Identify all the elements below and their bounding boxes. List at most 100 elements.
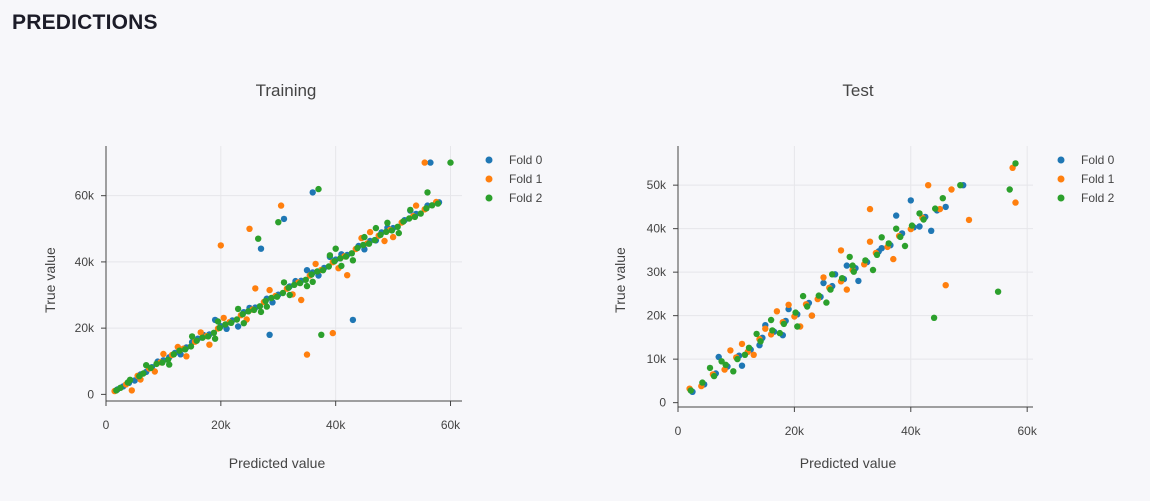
data-point-fold-2 [377,231,384,238]
x-tick-label: 40k [901,424,921,438]
data-point-fold-2 [885,240,892,247]
data-point-fold-2 [388,227,396,234]
data-point-fold-1 [128,387,135,394]
legend-item[interactable]: Fold 1 [1057,172,1115,186]
data-point-fold-0 [916,223,923,230]
data-point-fold-2 [286,291,293,299]
data-point-fold-2 [901,242,909,250]
data-point-fold-0 [820,279,827,287]
points-layer [111,159,454,395]
data-point-fold-2 [932,205,939,212]
data-point-fold-1 [785,301,792,308]
data-point-fold-2 [303,282,311,290]
data-point-fold-1 [890,255,897,263]
data-point-fold-2 [699,379,706,386]
training-chart: Training 0 20k 40k 60k 0 20k 40k 60k Predicted … [42,81,543,471]
x-tick-label: 60k [1018,424,1038,438]
ticks-layer: 0 20k 40k 60k 0 20k 40k 60k [75,189,462,432]
legend-item[interactable]: Fold 2 [485,191,543,205]
data-point-fold-1 [948,186,955,193]
legend-item[interactable]: Fold 2 [1057,191,1115,205]
data-point-fold-1 [303,351,311,358]
data-point-fold-2 [331,258,338,265]
data-point-fold-2 [804,303,811,310]
data-point-fold-2 [240,320,247,327]
data-point-fold-2 [228,319,235,326]
data-point-fold-2 [769,327,776,334]
data-point-fold-1 [389,233,397,241]
data-point-fold-2 [957,182,964,189]
data-point-fold-2 [407,206,414,214]
data-point-fold-2 [187,343,195,350]
data-point-fold-0 [349,316,357,324]
data-point-fold-2 [216,324,223,331]
data-point-fold-2 [434,200,442,207]
data-point-fold-1 [344,272,351,279]
data-point-fold-2 [153,360,160,368]
data-point-fold-2 [250,306,258,314]
data-point-fold-2 [447,159,454,166]
data-point-fold-2 [827,286,834,293]
data-point-fold-2 [745,344,753,351]
data-point-fold-1 [197,329,204,336]
data-point-fold-1 [936,205,944,213]
x-tick-label: 40k [326,418,346,432]
data-point-fold-2 [143,362,150,369]
legend-item[interactable]: Fold 1 [485,172,543,186]
data-point-fold-1 [721,366,728,373]
y-tick-label: 30k [647,265,667,279]
legend[interactable]: Fold 0 Fold 1 Fold 2 [485,153,543,205]
data-point-fold-2 [829,271,836,278]
x-axis-label: Predicted value [800,455,897,471]
data-point-fold-2 [371,236,378,244]
legend-marker [1057,194,1065,202]
data-point-fold-2 [706,364,714,372]
data-point-fold-0 [303,267,311,274]
data-point-fold-2 [337,255,344,262]
data-point-fold-0 [878,245,885,252]
data-point-fold-2 [394,223,401,230]
data-point-fold-1 [421,159,428,166]
data-point-fold-1 [160,350,167,358]
data-point-fold-2 [262,297,269,305]
data-point-fold-2 [245,308,252,315]
data-point-fold-2 [395,229,402,237]
data-point-fold-2 [325,263,332,270]
data-point-fold-1 [925,182,932,189]
x-tick-label: 60k [441,418,461,432]
data-point-fold-2 [792,309,799,316]
data-point-fold-0 [928,227,935,234]
data-point-fold-2 [348,250,355,257]
data-point-fold-2 [318,331,325,338]
legend-item[interactable]: Fold 0 [485,153,543,167]
data-point-fold-2 [279,289,287,297]
data-point-fold-1 [246,225,253,232]
y-tick-label: 50k [647,178,667,192]
data-point-fold-2 [296,279,304,287]
data-point-fold-2 [338,262,345,270]
legend-label: Fold 1 [509,172,543,186]
data-point-fold-2 [273,293,281,300]
data-point-fold-2 [734,355,741,363]
data-point-fold-2 [846,253,853,261]
data-point-fold-2 [799,292,807,300]
data-point-fold-2 [342,253,350,260]
data-point-fold-2 [315,185,322,193]
data-point-fold-2 [423,205,430,212]
legend[interactable]: Fold 0 Fold 1 Fold 2 [1057,153,1115,205]
data-point-fold-1 [329,329,336,337]
data-point-fold-2 [908,222,916,229]
data-point-fold-2 [354,244,361,252]
data-point-fold-2 [256,303,264,310]
data-point-fold-2 [873,251,881,258]
legend-label: Fold 2 [1081,191,1115,205]
data-point-fold-0 [257,245,265,252]
legend-item[interactable]: Fold 0 [1057,153,1115,167]
data-point-fold-1 [412,202,420,209]
data-point-fold-2 [285,284,292,291]
data-point-fold-2 [170,351,177,358]
data-point-fold-2 [234,305,242,313]
data-point-fold-2 [383,228,390,235]
data-point-fold-2 [794,323,801,330]
y-axis-label: True value [42,247,58,313]
